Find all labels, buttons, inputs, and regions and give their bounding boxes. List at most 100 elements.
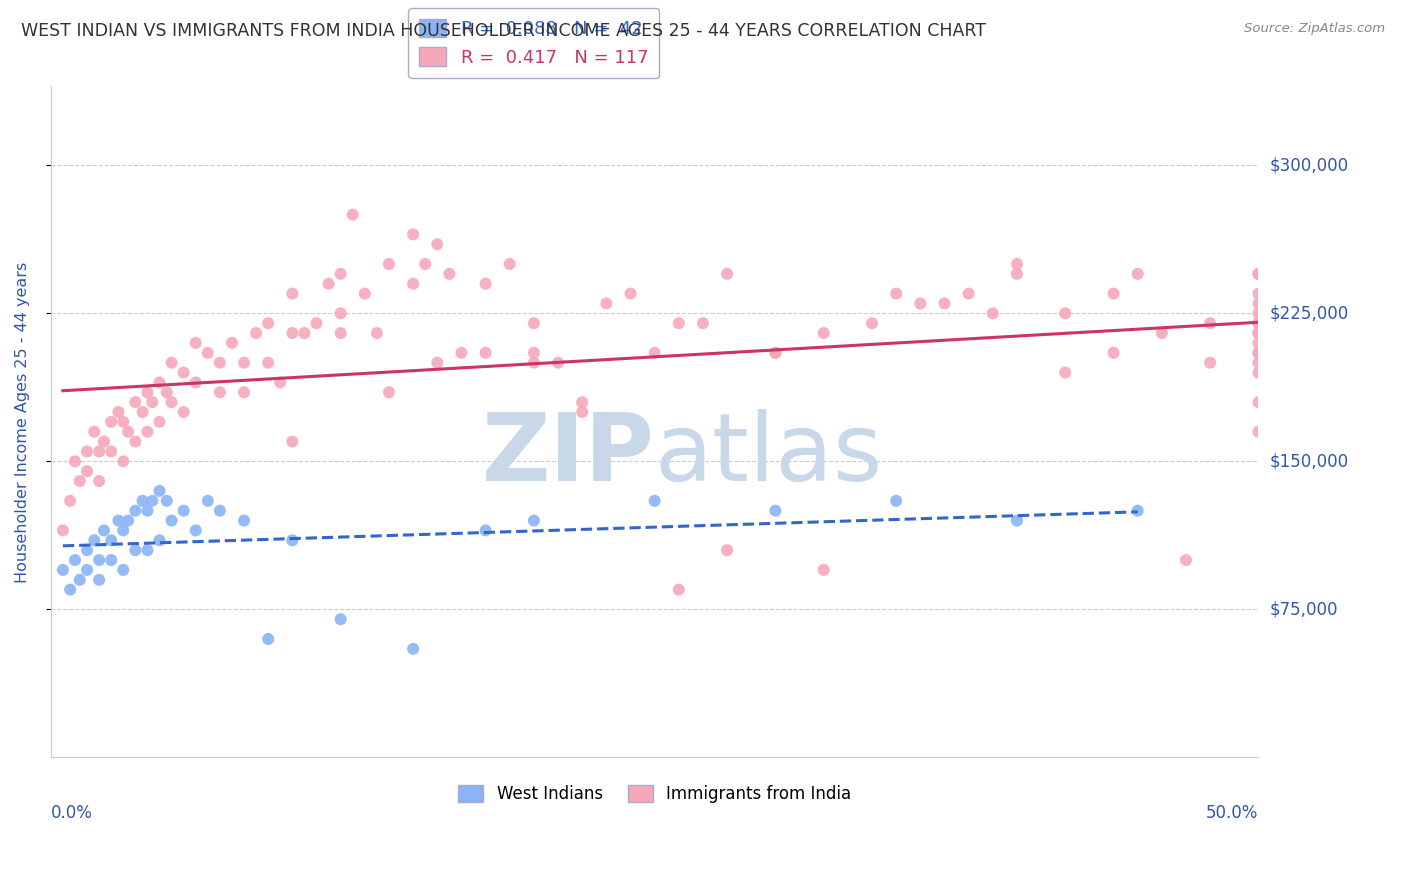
Point	[100, 415, 122, 429]
Point	[366, 326, 388, 340]
Point	[934, 296, 956, 310]
Text: $225,000: $225,000	[1270, 304, 1348, 322]
Point	[281, 533, 304, 548]
Text: 0.0%: 0.0%	[51, 805, 93, 822]
Point	[1247, 425, 1270, 439]
Point	[173, 504, 195, 518]
Point	[1126, 267, 1149, 281]
Point	[305, 316, 328, 330]
Point	[83, 533, 105, 548]
Point	[1005, 267, 1028, 281]
Point	[571, 395, 593, 409]
Point	[141, 493, 163, 508]
Point	[378, 385, 401, 400]
Point	[294, 326, 316, 340]
Point	[112, 415, 135, 429]
Point	[813, 563, 835, 577]
Point	[1247, 326, 1270, 340]
Point	[329, 612, 352, 626]
Point	[1247, 346, 1270, 360]
Point	[69, 474, 91, 488]
Point	[107, 405, 129, 419]
Point	[148, 415, 170, 429]
Point	[413, 257, 436, 271]
Point	[76, 543, 98, 558]
Point	[148, 533, 170, 548]
Point	[208, 356, 231, 370]
Point	[1247, 286, 1270, 301]
Point	[910, 296, 932, 310]
Point	[100, 553, 122, 567]
Point	[474, 524, 496, 538]
Point	[1199, 316, 1222, 330]
Point	[378, 257, 401, 271]
Text: atlas: atlas	[655, 409, 883, 501]
Point	[763, 346, 786, 360]
Point	[117, 425, 139, 439]
Point	[1247, 267, 1270, 281]
Point	[1247, 395, 1270, 409]
Point	[281, 286, 304, 301]
Point	[136, 504, 159, 518]
Point	[173, 405, 195, 419]
Point	[1247, 316, 1270, 330]
Point	[1247, 267, 1270, 281]
Point	[1175, 553, 1198, 567]
Point	[1247, 356, 1270, 370]
Point	[523, 316, 546, 330]
Point	[100, 533, 122, 548]
Point	[450, 346, 472, 360]
Point	[402, 641, 425, 656]
Point	[124, 543, 146, 558]
Y-axis label: Householder Income Ages 25 - 44 years: Householder Income Ages 25 - 44 years	[15, 261, 30, 582]
Point	[112, 524, 135, 538]
Point	[156, 493, 179, 508]
Point	[439, 267, 461, 281]
Point	[124, 504, 146, 518]
Point	[523, 514, 546, 528]
Point	[1126, 504, 1149, 518]
Point	[233, 385, 256, 400]
Point	[136, 425, 159, 439]
Point	[89, 474, 111, 488]
Point	[1247, 366, 1270, 380]
Point	[184, 376, 207, 390]
Point	[83, 425, 105, 439]
Text: $300,000: $300,000	[1270, 156, 1348, 174]
Text: ZIP: ZIP	[482, 409, 655, 501]
Point	[474, 346, 496, 360]
Point	[93, 524, 115, 538]
Point	[499, 257, 522, 271]
Point	[668, 316, 690, 330]
Point	[173, 366, 195, 380]
Point	[402, 227, 425, 242]
Point	[329, 267, 352, 281]
Point	[763, 346, 786, 360]
Point	[63, 553, 86, 567]
Point	[1102, 286, 1125, 301]
Point	[52, 524, 75, 538]
Point	[89, 553, 111, 567]
Point	[860, 316, 883, 330]
Point	[269, 376, 291, 390]
Point	[813, 326, 835, 340]
Point	[1247, 306, 1270, 320]
Point	[117, 514, 139, 528]
Point	[221, 335, 243, 350]
Point	[1054, 306, 1077, 320]
Point	[93, 434, 115, 449]
Point	[957, 286, 980, 301]
Point	[329, 326, 352, 340]
Point	[342, 208, 364, 222]
Point	[716, 267, 738, 281]
Point	[257, 356, 280, 370]
Point	[716, 543, 738, 558]
Point	[52, 563, 75, 577]
Point	[547, 356, 569, 370]
Point	[76, 563, 98, 577]
Point	[257, 316, 280, 330]
Point	[59, 582, 82, 597]
Point	[136, 385, 159, 400]
Legend: West Indians, Immigrants from India: West Indians, Immigrants from India	[451, 778, 858, 809]
Point	[63, 454, 86, 468]
